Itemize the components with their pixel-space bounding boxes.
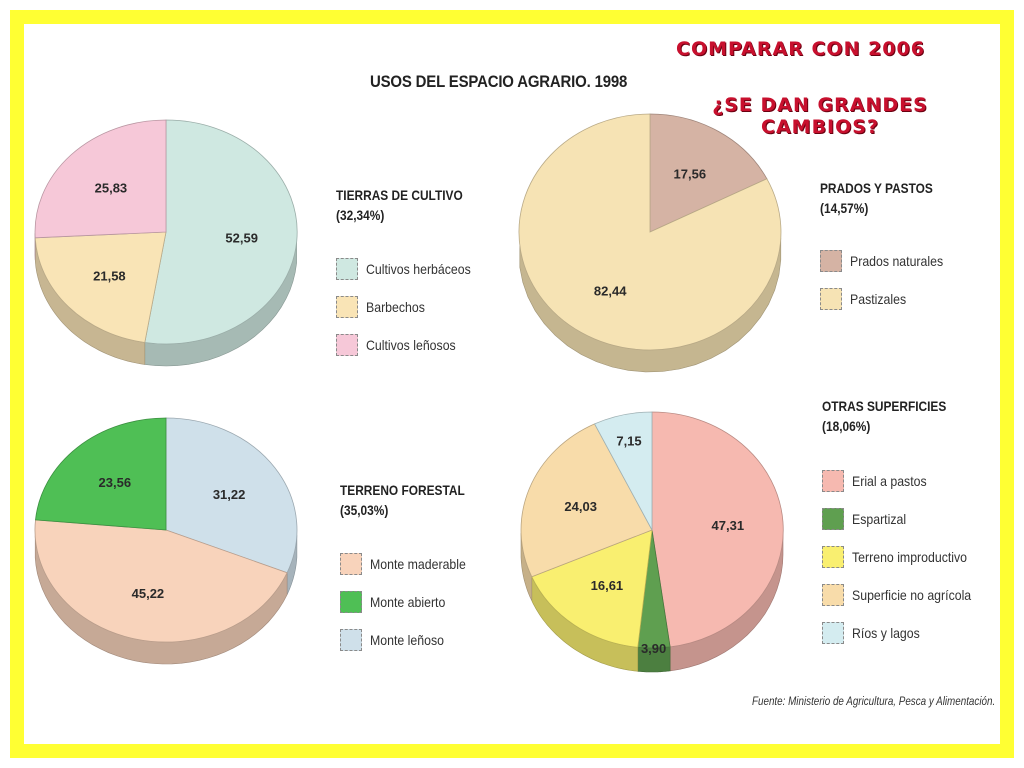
legend-prados: Prados naturales Pastizales (820, 242, 956, 318)
pie-slice-0 (649, 113, 768, 233)
chart-title: USOS DEL ESPACIO AGRARIO. 1998 (370, 72, 628, 91)
pie-slice-1 (35, 417, 167, 531)
pie-value-label: 25,83 (95, 180, 128, 195)
legend-otras: Erial a pastos Espartizal Terreno improduc… (822, 462, 987, 652)
pie-value-label: 47,31 (712, 518, 745, 533)
legend-label: Monte maderable (370, 556, 466, 572)
legend-swatch (820, 288, 842, 310)
pie-slice-1 (34, 231, 167, 343)
legend-label: Monte abierto (370, 594, 446, 610)
pie-value-label: 16,61 (591, 578, 624, 593)
legend-item: Monte leñoso (340, 621, 479, 659)
panel-subtitle-text: (14,57%) (820, 200, 869, 216)
legend-item: Espartizal (822, 500, 987, 538)
pie-slice-0 (34, 519, 288, 643)
pie-3: 47,31 3,90 16,61 24,03 7,15 (520, 411, 784, 673)
pie-slice-1 (518, 113, 782, 351)
pie-value-label: 82,44 (594, 283, 627, 298)
source-note: Fuente: Ministerio de Agricultura, Pesca… (752, 694, 996, 708)
pie-slice-2 (165, 417, 298, 574)
panel-subtitle-text: (18,06%) (822, 418, 871, 434)
pie-slice-4 (594, 411, 653, 531)
pie-value-label: 21,58 (93, 268, 126, 283)
legend-item: Ríos y lagos (822, 614, 987, 652)
pie-slice-2 (531, 529, 653, 648)
legend-swatch (822, 584, 844, 606)
legend-item: Barbechos (336, 288, 485, 326)
legend-swatch (822, 546, 844, 568)
legend-label: Espartizal (852, 511, 907, 527)
legend-swatch (336, 296, 358, 318)
panel-title-otras: OTRAS SUPERFICIES (18,06%) (822, 396, 946, 436)
panel-title-prados: PRADOS Y PASTOS (14,57%) (820, 178, 933, 218)
legend-item: Erial a pastos (822, 462, 987, 500)
legend-swatch (340, 553, 362, 575)
panel-title-text: TIERRAS DE CULTIVO (336, 187, 463, 203)
panel-subtitle-text: (35,03%) (340, 502, 389, 518)
panel-title-text: PRADOS Y PASTOS (820, 180, 933, 196)
legend-swatch (340, 629, 362, 651)
pie-2: 31,22 45,22 23,56 (34, 417, 298, 665)
pie-value-label: 31,22 (213, 487, 246, 502)
panel-title-tierras: TIERRAS DE CULTIVO (32,34%) (336, 185, 463, 225)
pie-value-label: 45,22 (132, 586, 165, 601)
panel-subtitle-text: (32,34%) (336, 207, 385, 223)
legend-swatch (822, 470, 844, 492)
legend-item: Terreno improductivo (822, 538, 987, 576)
legend-item: Monte maderable (340, 545, 479, 583)
pie-value-label: 24,03 (564, 499, 597, 514)
legend-label: Terreno improductivo (852, 549, 968, 565)
legend-label: Barbechos (366, 299, 425, 315)
legend-label: Monte leñoso (370, 632, 444, 648)
legend-item: Monte abierto (340, 583, 479, 621)
pie-slice-0 (144, 119, 298, 345)
pie-slice-0 (651, 411, 784, 648)
pie-value-label: 52,59 (225, 230, 258, 245)
pie-1: 17,56 82,44 (518, 113, 782, 373)
pie-value-label: 23,56 (99, 475, 132, 490)
pie-value-label: 17,56 (674, 167, 707, 182)
legend-swatch (822, 508, 844, 530)
legend-label: Prados naturales (850, 253, 944, 269)
pie-0: 52,59 21,58 25,83 (34, 119, 298, 367)
legend-forestal: Monte maderable Monte abierto Monte leñoso (340, 545, 479, 659)
legend-label: Pastizales (850, 291, 907, 307)
panel-title-forestal: TERRENO FORESTAL (35,03%) (340, 480, 465, 520)
compare-note: COMPARAR CON 2006 (676, 38, 925, 60)
legend-label: Superficie no agrícola (852, 587, 972, 603)
pie-value-label: 7,15 (616, 433, 641, 448)
legend-tierras: Cultivos herbáceos Barbechos Cultivos leño… (336, 250, 485, 364)
legend-item: Cultivos herbáceos (336, 250, 485, 288)
legend-label: Cultivos herbáceos (366, 261, 471, 277)
pie-slice-2 (34, 119, 167, 239)
legend-swatch (820, 250, 842, 272)
legend-label: Erial a pastos (852, 473, 927, 489)
legend-label: Ríos y lagos (852, 625, 920, 641)
legend-swatch (340, 591, 362, 613)
panel-title-text: OTRAS SUPERFICIES (822, 398, 947, 414)
panel-title-text: TERRENO FORESTAL (340, 482, 465, 498)
legend-swatch (822, 622, 844, 644)
legend-item: Superficie no agrícola (822, 576, 987, 614)
legend-item: Pastizales (820, 280, 956, 318)
pie-value-label: 3,90 (641, 641, 666, 656)
question-note: ¿SE DAN GRANDES CAMBIOS? (712, 94, 928, 138)
legend-swatch (336, 334, 358, 356)
legend-label: Cultivos leñosos (366, 337, 456, 353)
legend-swatch (336, 258, 358, 280)
legend-item: Cultivos leñosos (336, 326, 485, 364)
legend-item: Prados naturales (820, 242, 956, 280)
pie-slice-3 (520, 423, 653, 578)
